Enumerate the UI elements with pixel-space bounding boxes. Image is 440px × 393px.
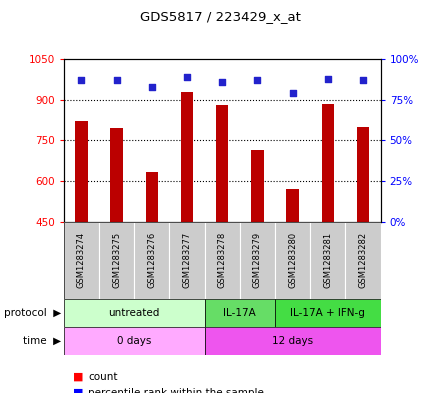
Text: GSM1283282: GSM1283282: [359, 232, 367, 288]
Text: count: count: [88, 372, 117, 382]
Bar: [99, 222, 134, 299]
Bar: [64, 327, 205, 355]
Bar: [275, 222, 310, 299]
Text: GSM1283278: GSM1283278: [218, 232, 227, 288]
Point: [254, 77, 261, 83]
Text: GSM1283276: GSM1283276: [147, 232, 156, 288]
Bar: [181, 92, 193, 222]
Text: GSM1283274: GSM1283274: [77, 232, 86, 288]
Text: GDS5817 / 223429_x_at: GDS5817 / 223429_x_at: [139, 10, 301, 23]
Text: ■: ■: [73, 387, 83, 393]
Bar: [146, 172, 158, 222]
Text: IL-17A + IFN-g: IL-17A + IFN-g: [290, 308, 365, 318]
Bar: [322, 104, 334, 222]
Bar: [75, 121, 88, 222]
Bar: [345, 222, 381, 299]
Text: percentile rank within the sample: percentile rank within the sample: [88, 387, 264, 393]
Text: untreated: untreated: [109, 308, 160, 318]
Point: [78, 77, 85, 83]
Bar: [205, 299, 275, 327]
Bar: [310, 222, 345, 299]
Text: GSM1283280: GSM1283280: [288, 232, 297, 288]
Text: IL-17A: IL-17A: [224, 308, 256, 318]
Point: [324, 75, 331, 82]
Bar: [251, 150, 264, 222]
Text: GSM1283281: GSM1283281: [323, 232, 332, 288]
Bar: [286, 189, 299, 222]
Bar: [64, 299, 205, 327]
Text: GSM1283277: GSM1283277: [183, 232, 191, 288]
Bar: [205, 222, 240, 299]
Point: [359, 77, 367, 83]
Text: ■: ■: [73, 372, 83, 382]
Text: time  ▶: time ▶: [23, 336, 62, 346]
Bar: [275, 299, 381, 327]
Bar: [357, 127, 369, 222]
Point: [113, 77, 120, 83]
Point: [289, 90, 296, 96]
Text: GSM1283279: GSM1283279: [253, 232, 262, 288]
Bar: [205, 327, 381, 355]
Text: protocol  ▶: protocol ▶: [4, 308, 62, 318]
Bar: [216, 105, 228, 222]
Bar: [134, 222, 169, 299]
Bar: [169, 222, 205, 299]
Bar: [64, 222, 99, 299]
Text: 0 days: 0 days: [117, 336, 151, 346]
Bar: [240, 222, 275, 299]
Point: [148, 84, 155, 90]
Point: [219, 79, 226, 85]
Text: GSM1283275: GSM1283275: [112, 232, 121, 288]
Point: [183, 74, 191, 80]
Text: 12 days: 12 days: [272, 336, 313, 346]
Bar: [110, 128, 123, 222]
